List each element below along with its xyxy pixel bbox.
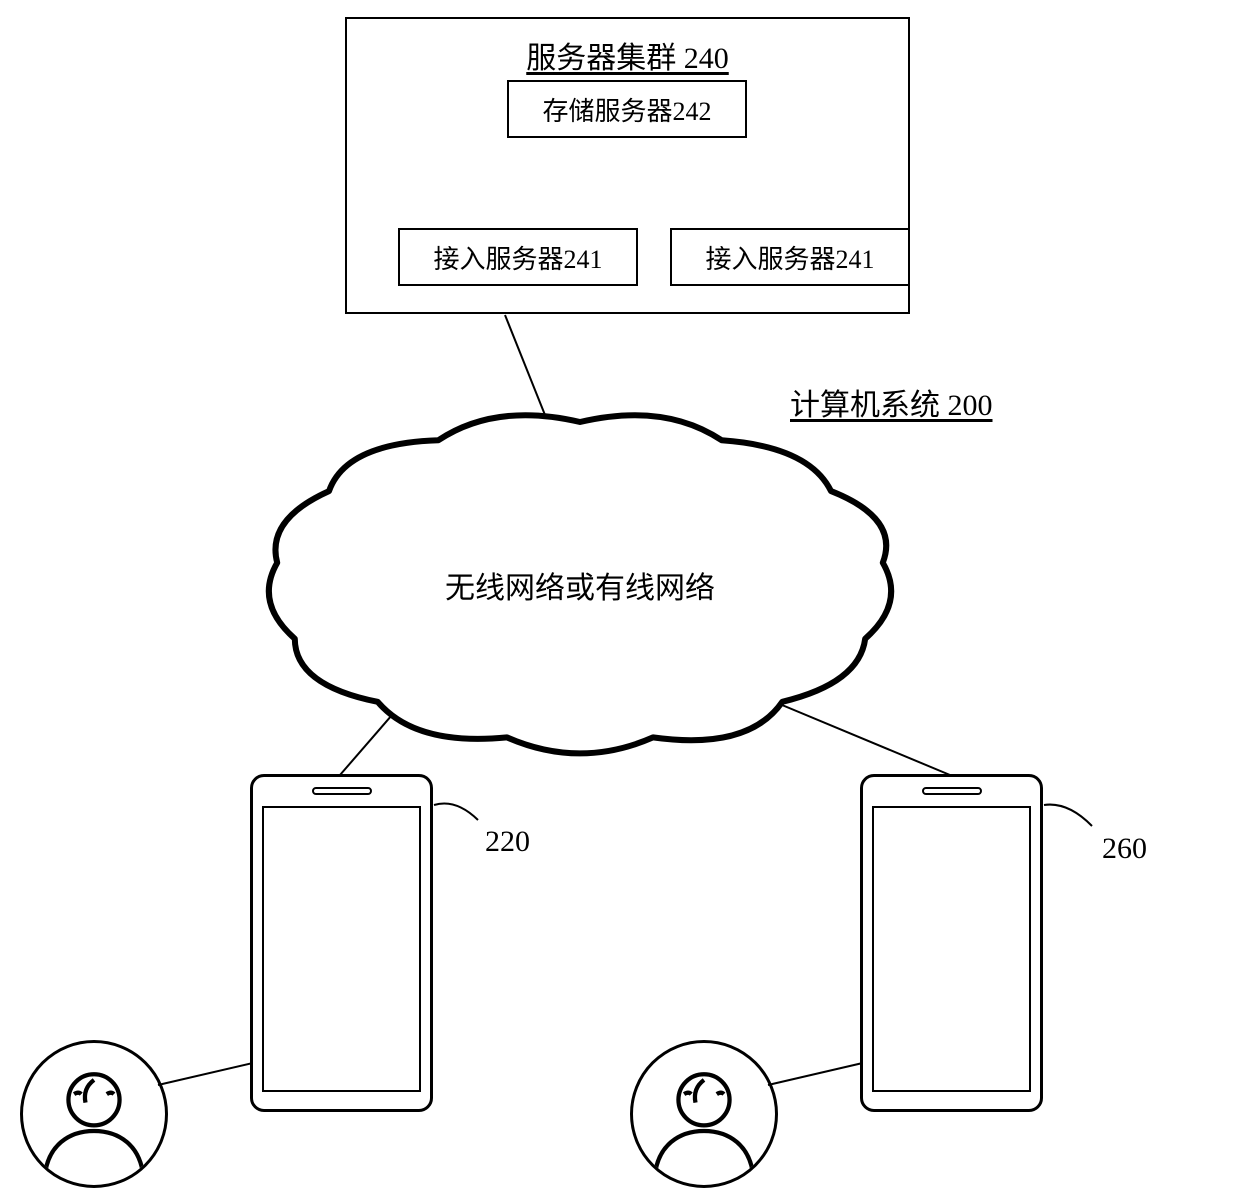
phone-left-ref-label: 220: [485, 825, 530, 859]
person-icon: [23, 1043, 165, 1185]
phone-left-icon: [250, 774, 433, 1112]
access-server-1-label: 接入服务器241: [433, 239, 602, 276]
access-server-2-box: 接入服务器241: [670, 228, 910, 286]
storage-server-box: 存储服务器242: [507, 80, 747, 138]
phone-earpiece: [922, 787, 982, 795]
storage-server-label: 存储服务器242: [542, 91, 711, 128]
network-cloud-label: 无线网络或有线网络: [380, 563, 780, 607]
user-circle: [630, 1040, 778, 1188]
phone-screen: [872, 806, 1031, 1092]
user-circle: [20, 1040, 168, 1188]
diagram-canvas: 服务器集群 240 存储服务器242 接入服务器241 接入服务器241 计算机…: [0, 0, 1240, 1193]
access-server-2-label: 接入服务器241: [705, 239, 874, 276]
person-icon: [633, 1043, 775, 1185]
access-server-1-box: 接入服务器241: [398, 228, 638, 286]
phone-right-ref-label: 260: [1102, 832, 1147, 866]
user-left-icon: [20, 1040, 168, 1188]
user-right-icon: [630, 1040, 778, 1188]
phone-screen: [262, 806, 421, 1092]
server-cluster-title: 服务器集群 240: [526, 33, 729, 77]
phone-earpiece: [312, 787, 372, 795]
phone-right-icon: [860, 774, 1043, 1112]
